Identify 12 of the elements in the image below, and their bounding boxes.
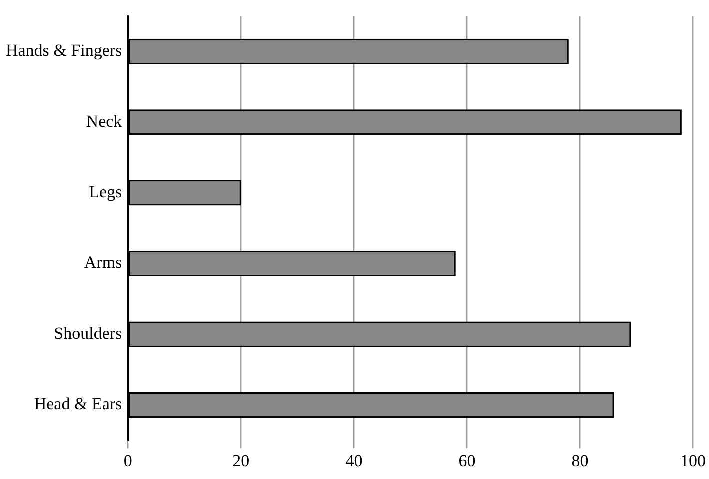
y-tick-label: Arms bbox=[84, 253, 122, 272]
y-tick-label: Head & Ears bbox=[34, 394, 122, 414]
y-tick-label: Legs bbox=[89, 182, 122, 202]
y-tick-label: Hands & Fingers bbox=[6, 41, 122, 60]
x-tick-label: 20 bbox=[232, 451, 250, 470]
x-tick-label: 100 bbox=[680, 451, 706, 470]
x-tick-label: 0 bbox=[124, 451, 132, 470]
x-tick-label: 80 bbox=[572, 451, 589, 470]
x-tick-label: 40 bbox=[346, 451, 363, 470]
y-tick-label: Neck bbox=[86, 112, 123, 131]
y-tick-label: Shoulders bbox=[54, 324, 122, 343]
x-tick-label: 60 bbox=[458, 451, 476, 470]
